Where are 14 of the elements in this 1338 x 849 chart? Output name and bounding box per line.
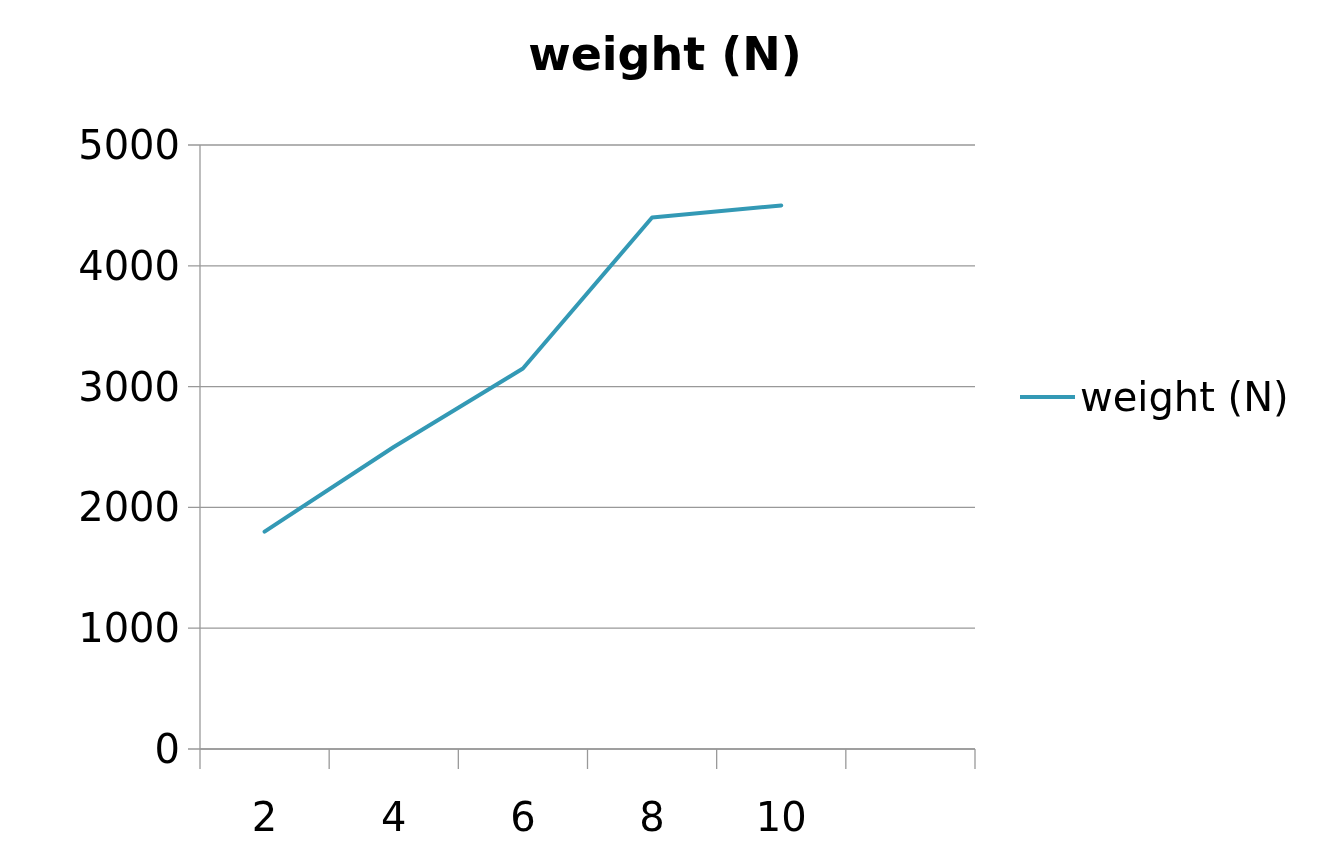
line-series [262, 203, 784, 534]
x-tick-label: 4 [381, 794, 407, 840]
y-tick-label: 0 [154, 726, 180, 772]
x-tick-label: 8 [639, 794, 665, 840]
y-tick-label: 3000 [78, 363, 180, 410]
x-tick-label: 2 [251, 794, 278, 840]
x-tick-label: 10 [755, 794, 807, 840]
legend-label: weight (N) [1080, 374, 1289, 420]
x-tick-label: 6 [510, 794, 536, 840]
y-tick-label: 1000 [78, 605, 180, 652]
chart-title: weight (N) [528, 27, 802, 81]
y-tick-label: 2000 [78, 484, 180, 531]
y-tick-label: 4000 [78, 242, 180, 289]
y-tick-label: 5000 [78, 122, 180, 168]
